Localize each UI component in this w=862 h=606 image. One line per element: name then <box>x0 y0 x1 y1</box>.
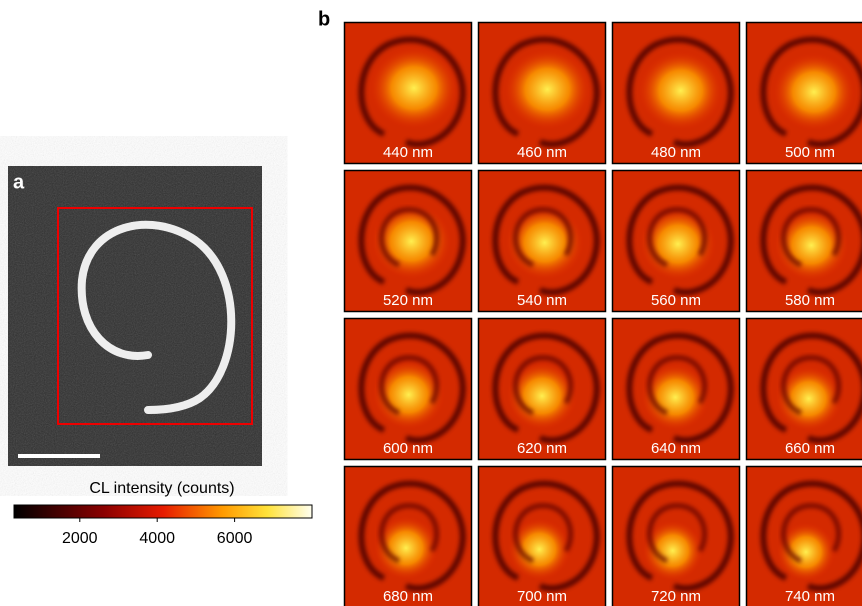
map-glow <box>503 48 591 130</box>
map-glow <box>369 46 459 130</box>
colorbar-scale <box>14 505 312 518</box>
wavelength-label: 600 nm <box>383 440 433 457</box>
wavelength-label: 440 nm <box>383 144 433 161</box>
colorbar-tick-label: 4000 <box>139 530 175 547</box>
cl-map: 460 nm <box>478 22 606 164</box>
cl-map: 500 nm <box>746 22 862 164</box>
wavelength-label: 700 nm <box>517 588 567 605</box>
cl-map: 700 nm <box>478 466 606 606</box>
wavelength-label: 520 nm <box>383 292 433 309</box>
cl-map: 540 nm <box>478 170 606 312</box>
cl-map: 560 nm <box>612 170 740 312</box>
wavelength-label: 660 nm <box>785 440 835 457</box>
wavelength-label: 740 nm <box>785 588 835 605</box>
wavelength-label: 500 nm <box>785 144 835 161</box>
wavelength-label: 540 nm <box>517 292 567 309</box>
map-glow <box>772 52 856 131</box>
cl-map: 620 nm <box>478 318 606 460</box>
cl-map: 660 nm <box>746 318 862 460</box>
cl-map: 600 nm <box>344 318 472 460</box>
cl-map: 580 nm <box>746 170 862 312</box>
cl-map: 480 nm <box>612 22 740 164</box>
wavelength-label: 680 nm <box>383 588 433 605</box>
colorbar: CL intensity (counts) 2000 4000 6000 <box>14 480 312 547</box>
wavelength-label: 560 nm <box>651 292 701 309</box>
sem-noise <box>8 166 262 466</box>
colorbar-title: CL intensity (counts) <box>89 480 234 497</box>
panel-label: a <box>13 171 25 193</box>
wavelength-label: 620 nm <box>517 440 567 457</box>
panel-b: 440 nm 460 nm 480 nm 500 nm 520 nm 540 nm 560 … <box>344 22 862 606</box>
panel-label: b <box>318 8 330 30</box>
map-glow <box>638 50 724 131</box>
cl-map: 720 nm <box>612 466 740 606</box>
wavelength-label: 720 nm <box>651 588 701 605</box>
wavelength-label: 640 nm <box>651 440 701 457</box>
cl-map: 740 nm <box>746 466 862 606</box>
panel-a: a <box>8 166 262 466</box>
cl-map: 680 nm <box>344 466 472 606</box>
wavelength-label: 460 nm <box>517 144 567 161</box>
wavelength-label: 480 nm <box>651 144 701 161</box>
colorbar-tick-label: 2000 <box>62 530 98 547</box>
wavelength-label: 580 nm <box>785 292 835 309</box>
cl-map: 640 nm <box>612 318 740 460</box>
cl-map: 440 nm <box>344 22 472 164</box>
cl-map: 520 nm <box>344 170 472 312</box>
figure: a CL intensity (counts) 2000 4000 6000 b 4… <box>0 0 862 606</box>
colorbar-tick-label: 6000 <box>217 530 253 547</box>
